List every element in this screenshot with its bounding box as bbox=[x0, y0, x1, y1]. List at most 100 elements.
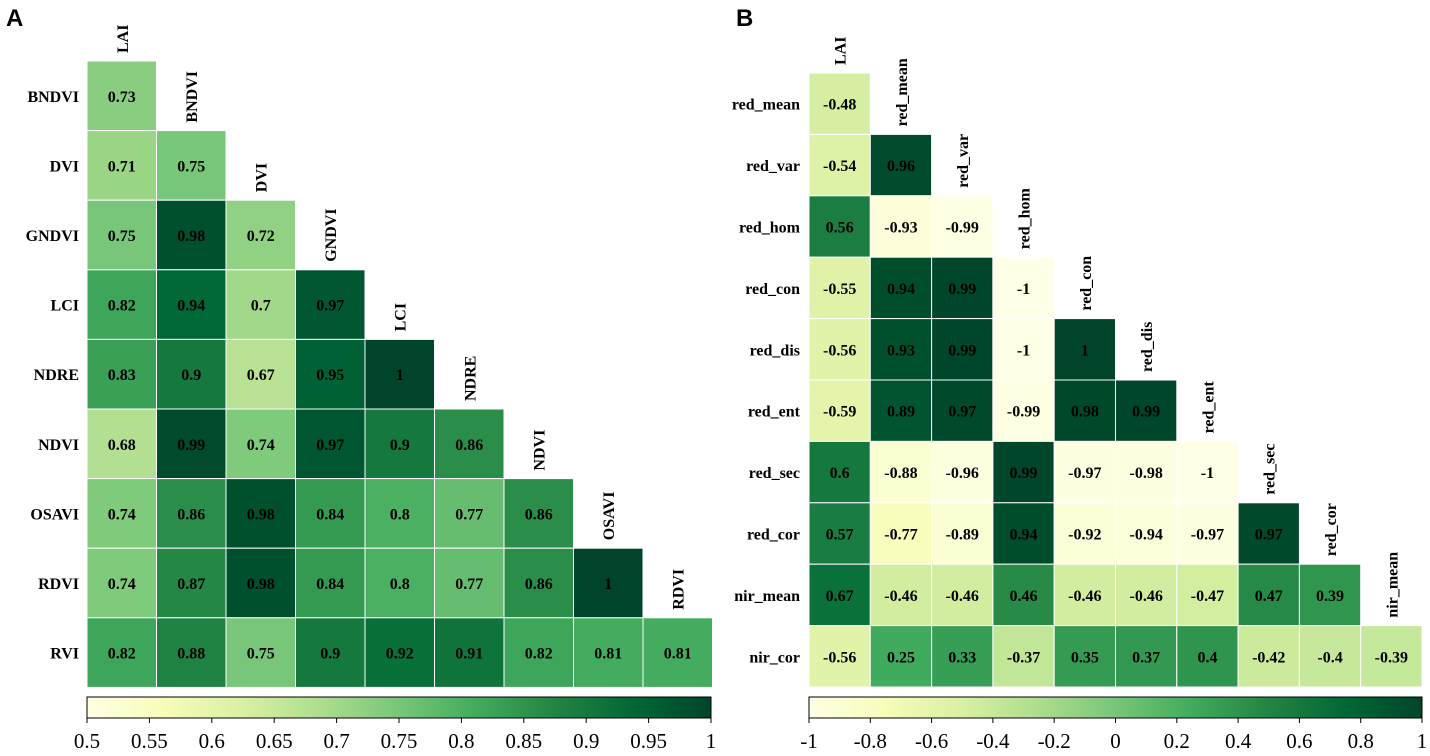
row-label: DVI bbox=[50, 158, 79, 175]
heatmap-cell bbox=[225, 547, 296, 619]
colorbar-tick-label: 1 bbox=[1417, 729, 1428, 753]
cell-value-label: 0.82 bbox=[525, 646, 553, 663]
colorbar bbox=[86, 696, 712, 719]
heatmap-cell bbox=[1053, 440, 1116, 504]
cell-value-label: -0.77 bbox=[884, 527, 917, 544]
cell-value-label: 0.88 bbox=[177, 646, 205, 663]
column-label: nir_mean bbox=[1384, 552, 1401, 618]
heatmap-cell bbox=[808, 379, 871, 442]
column-label: GNDVI bbox=[323, 208, 340, 261]
cell-value-label: 0.56 bbox=[826, 220, 854, 237]
cell-value-label: -0.99 bbox=[1007, 404, 1040, 421]
cell-value-label: -0.46 bbox=[946, 588, 979, 605]
heatmap-cell bbox=[434, 408, 505, 480]
heatmap-cell bbox=[931, 625, 994, 688]
heatmap-cell bbox=[869, 625, 933, 688]
heatmap-cell bbox=[1053, 625, 1116, 688]
cell-value-label: 0.81 bbox=[594, 646, 622, 663]
column-label: red_sec bbox=[1262, 444, 1279, 495]
column-label: BNDVI bbox=[184, 71, 201, 123]
cell-value-label: -0.42 bbox=[1252, 649, 1285, 666]
colorbar-tick-label: 0.75 bbox=[381, 729, 418, 753]
heatmap-cell bbox=[225, 408, 296, 480]
heatmap-cell bbox=[931, 318, 994, 381]
cell-value-label: 0.84 bbox=[316, 506, 344, 523]
heatmap-cell bbox=[931, 195, 994, 258]
colorbar-tick-label: 1 bbox=[706, 729, 717, 753]
cell-value-label: 0.97 bbox=[316, 298, 344, 315]
heatmap-cell bbox=[503, 617, 574, 688]
cell-value-label: -0.46 bbox=[1129, 588, 1162, 605]
cell-value-label: 0.77 bbox=[455, 506, 483, 523]
cell-value-label: -0.48 bbox=[823, 97, 856, 114]
cell-value-label: 0.86 bbox=[525, 576, 553, 593]
heatmap-cell bbox=[295, 478, 366, 549]
heatmap-cell bbox=[156, 478, 227, 549]
heatmap-cell bbox=[573, 547, 644, 619]
cell-value-label: 0.25 bbox=[887, 649, 915, 666]
cell-value-label: 0.47 bbox=[1255, 588, 1283, 605]
row-label: red_cor bbox=[747, 527, 800, 544]
cell-value-label: 0.95 bbox=[316, 367, 344, 384]
cell-value-label: -0.89 bbox=[946, 527, 979, 544]
cell-value-label: 0.83 bbox=[108, 367, 136, 384]
heatmap-cell bbox=[86, 617, 157, 688]
cell-value-label: -1 bbox=[1017, 342, 1030, 359]
heatmap-cell bbox=[869, 379, 933, 442]
cell-value-label: 0.99 bbox=[948, 281, 976, 298]
heatmap-cell bbox=[86, 408, 157, 480]
cell-value-label: 0.99 bbox=[1132, 404, 1160, 421]
column-label: RDVI bbox=[671, 569, 688, 610]
column-label: NDVI bbox=[532, 430, 549, 471]
heatmap-cell bbox=[1053, 502, 1116, 565]
cell-value-label: 0.99 bbox=[948, 342, 976, 359]
heatmap-cell bbox=[225, 199, 296, 271]
heatmap-cell bbox=[808, 318, 871, 381]
row-label: nir_mean bbox=[734, 588, 800, 605]
row-label: BNDVI bbox=[27, 89, 79, 106]
cell-value-label: -0.47 bbox=[1191, 588, 1224, 605]
cell-value-label: 0.72 bbox=[247, 228, 275, 245]
heatmap-cell bbox=[225, 617, 296, 688]
column-label: red_mean bbox=[894, 58, 911, 126]
cell-value-label: -0.93 bbox=[884, 220, 917, 237]
heatmap-cell bbox=[808, 256, 871, 320]
heatmap-cell bbox=[808, 502, 871, 565]
cell-value-label: 0.96 bbox=[887, 158, 915, 175]
row-label: NDRE bbox=[34, 367, 79, 384]
heatmap-cell bbox=[992, 502, 1055, 565]
heatmap-cell bbox=[1298, 563, 1362, 627]
heatmap-cell bbox=[1237, 563, 1300, 627]
cell-value-label: 0.81 bbox=[664, 646, 692, 663]
cell-value-label: 0.4 bbox=[1197, 649, 1217, 666]
heatmap-cell bbox=[1115, 625, 1178, 688]
cell-value-label: -0.56 bbox=[823, 649, 856, 666]
heatmap-cell bbox=[1053, 318, 1116, 381]
colorbar-tick-label: 0.8 bbox=[448, 729, 474, 753]
cell-value-label: -0.99 bbox=[946, 220, 979, 237]
heatmap-cell bbox=[295, 338, 366, 410]
colorbar-tick-label: 0.6 bbox=[1286, 729, 1312, 753]
column-label: red_hom bbox=[1017, 187, 1034, 249]
heatmap-cell bbox=[931, 379, 994, 442]
cell-value-label: 0.92 bbox=[386, 646, 414, 663]
cell-value-label: 0.94 bbox=[887, 281, 915, 298]
column-label: red_dis bbox=[1139, 322, 1156, 372]
colorbar-tick-label: 0.6 bbox=[199, 729, 225, 753]
cell-value-label: 0.74 bbox=[247, 437, 275, 454]
cell-value-label: 0.77 bbox=[455, 576, 483, 593]
heatmap-cell bbox=[992, 563, 1055, 627]
cell-value-label: 0.99 bbox=[177, 437, 205, 454]
cell-value-label: 0.98 bbox=[247, 576, 275, 593]
row-label: GNDVI bbox=[26, 228, 79, 245]
heatmap-cell bbox=[1176, 563, 1239, 627]
heatmap-cell bbox=[434, 617, 505, 688]
row-label: red_var bbox=[746, 158, 800, 175]
cell-value-label: -0.97 bbox=[1191, 527, 1224, 544]
heatmap-cell bbox=[931, 502, 994, 565]
row-label: red_ent bbox=[748, 404, 801, 421]
cell-value-label: 0.9 bbox=[320, 646, 340, 663]
heatmap-cell bbox=[992, 625, 1055, 688]
cell-value-label: 0.75 bbox=[108, 228, 136, 245]
cell-value-label: 0.39 bbox=[1316, 588, 1344, 605]
